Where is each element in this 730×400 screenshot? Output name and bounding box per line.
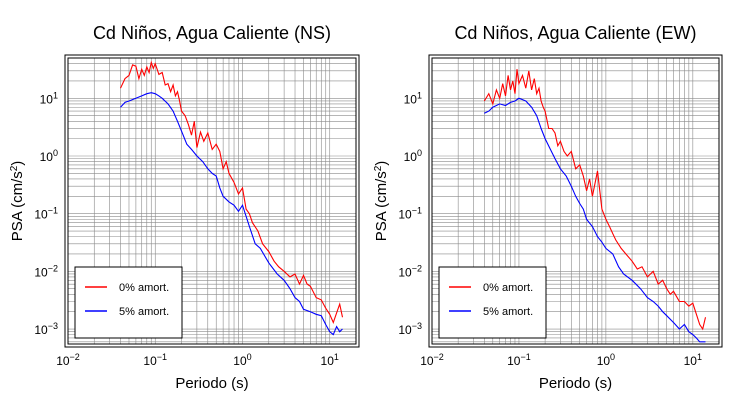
series-line-blue — [484, 97, 706, 343]
chart-panel-2: 10−2 10−1 100 101 10−3 10−2 10−1 100 101 Cd Niños… — [373, 23, 723, 392]
legend-label: 0% amort. — [483, 282, 533, 294]
legend: 0% amort. 5% amort. — [438, 266, 547, 339]
x-tick-label: 101 — [321, 352, 339, 368]
x-tick-label: 10−2 — [56, 352, 80, 368]
plot-frame-outer — [428, 54, 723, 348]
y-tick-label: 10−1 — [398, 206, 422, 222]
legend-box — [74, 266, 183, 339]
plot-frame — [431, 57, 720, 345]
plot-frame — [67, 57, 357, 345]
y-tick-label: 10−3 — [34, 321, 58, 337]
chart-title: Cd Niños, Agua Caliente (EW) — [454, 23, 696, 43]
legend-box — [438, 266, 547, 339]
x-tick-label: 100 — [233, 352, 251, 368]
legend-label: 5% amort. — [483, 306, 533, 318]
y-tick-label: 101 — [40, 90, 58, 106]
y-tick-label: 100 — [40, 148, 58, 164]
x-tick-label: 100 — [597, 352, 615, 368]
y-tick-label: 10−3 — [398, 321, 422, 337]
x-axis-label: Periodo (s) — [539, 375, 612, 392]
legend: 0% amort. 5% amort. — [74, 266, 183, 339]
y-axis-label: PSA (cm/s2) — [373, 161, 391, 242]
chart-title: Cd Niños, Agua Caliente (NS) — [93, 23, 331, 43]
x-tick-label: 10−1 — [143, 352, 167, 368]
x-axis-label: Periodo (s) — [175, 375, 248, 392]
x-tick-label: 10−2 — [420, 352, 444, 368]
legend-label: 5% amort. — [119, 306, 169, 318]
x-tick-label: 10−1 — [507, 352, 531, 368]
y-tick-label: 100 — [404, 148, 422, 164]
y-tick-label: 10−2 — [398, 263, 422, 279]
x-tick-label: 101 — [684, 352, 702, 368]
plot-frame-outer — [64, 54, 360, 348]
chart-panel-1: 10−2 10−1 100 101 10−3 10−2 10−1 100 101 Cd Niños… — [9, 23, 360, 392]
y-tick-label: 10−1 — [34, 206, 58, 222]
series-line-blue — [120, 92, 343, 336]
series-line-red — [120, 60, 344, 325]
y-tick-label: 101 — [404, 90, 422, 106]
legend-label: 0% amort. — [119, 282, 169, 294]
y-tick-label: 10−2 — [34, 263, 58, 279]
y-axis-label: PSA (cm/s2) — [9, 161, 27, 242]
series-line-red — [483, 69, 707, 331]
